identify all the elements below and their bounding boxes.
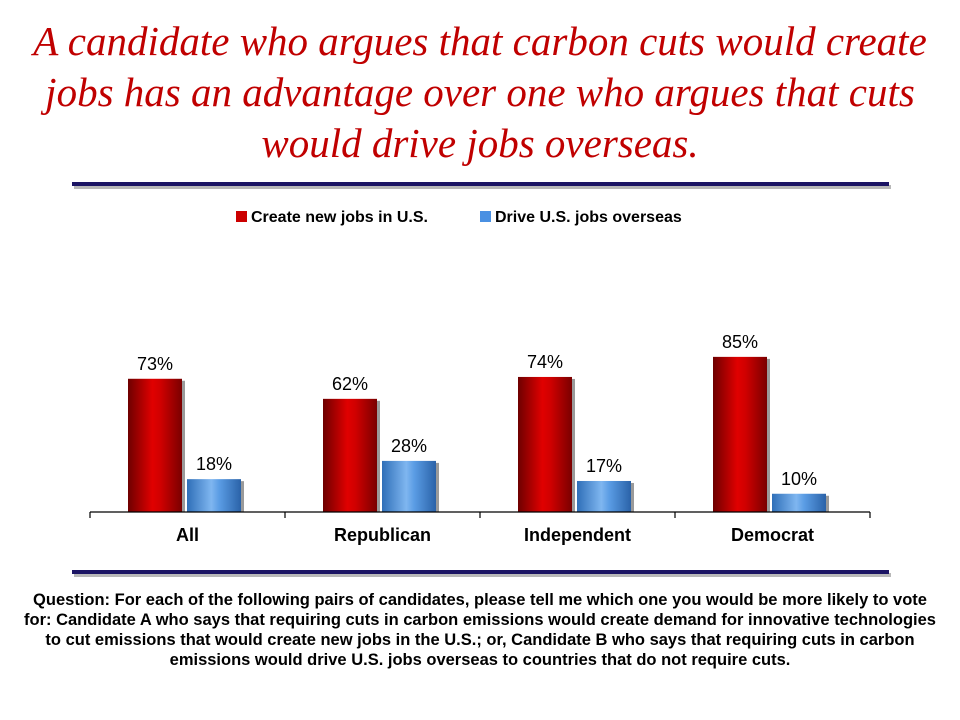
data-label: 17%	[586, 456, 622, 476]
data-label: 73%	[137, 354, 173, 374]
bar	[772, 493, 826, 512]
legend-label: Drive U.S. jobs overseas	[495, 209, 682, 226]
data-label: 28%	[391, 436, 427, 456]
bar-chart: Create new jobs in U.S. Drive U.S. jobs o…	[89, 209, 871, 545]
category-label: Democrat	[731, 525, 814, 545]
category-label: Republican	[334, 525, 431, 545]
data-label: 85%	[722, 332, 758, 352]
bar	[323, 398, 377, 512]
bars: 73% 18% 62% 28% 74% 17% 85% 10%	[128, 332, 829, 512]
bottom-divider	[72, 570, 889, 574]
bar	[577, 480, 631, 512]
survey-question: Question: For each of the following pair…	[24, 591, 936, 669]
bar	[382, 460, 436, 512]
bar	[518, 376, 572, 512]
legend-label: Create new jobs in U.S.	[251, 209, 428, 226]
bar	[187, 479, 241, 512]
data-label: 10%	[781, 469, 817, 489]
chart-title: A candidate who argues that carbon cuts …	[33, 18, 927, 166]
x-axis: All Republican Independent Democrat	[89, 511, 871, 545]
legend-swatch	[480, 211, 491, 222]
category-label: Independent	[524, 525, 631, 545]
data-label: 74%	[527, 352, 563, 372]
bar	[128, 378, 182, 512]
bar	[713, 356, 767, 512]
legend-swatch	[236, 211, 247, 222]
data-label: 18%	[196, 454, 232, 474]
legend: Create new jobs in U.S. Drive U.S. jobs o…	[236, 209, 682, 226]
data-label: 62%	[332, 374, 368, 394]
top-divider	[72, 182, 889, 186]
category-label: All	[176, 525, 199, 545]
